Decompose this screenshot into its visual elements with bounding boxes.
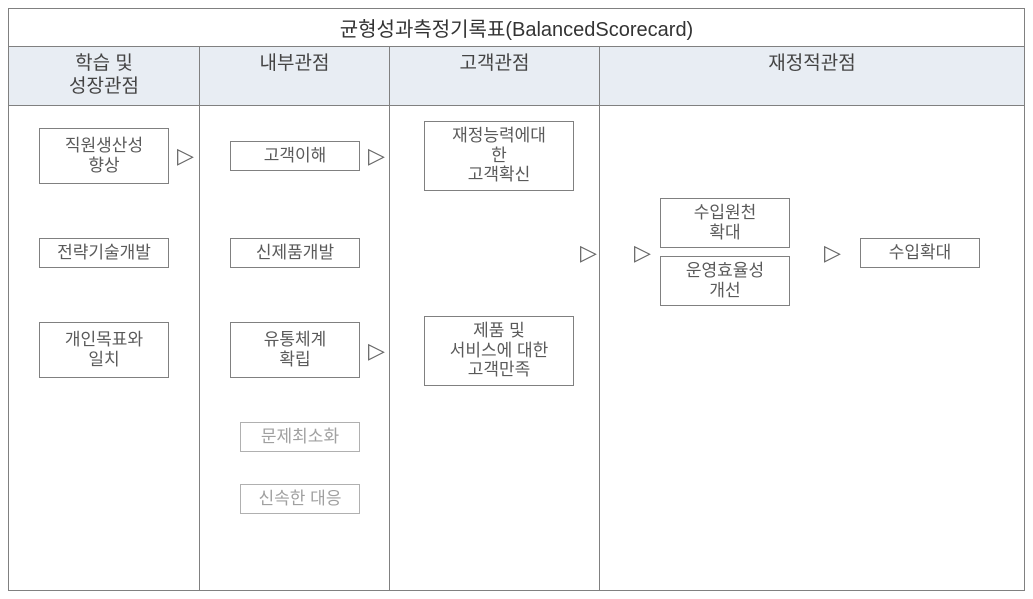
title: 균형성과측정기록표(BalancedScorecard) <box>9 9 1024 47</box>
bsc-box-b11: 신제품개발 <box>230 238 360 268</box>
arrow-a2: ▷ <box>368 340 385 362</box>
bsc-box-b01: 전략기술개발 <box>39 238 169 268</box>
bsc-box-b20: 재정능력에대한고객확신 <box>424 121 574 191</box>
bsc-box-b21: 제품 및서비스에 대한고객만족 <box>424 316 574 386</box>
col-internal: 고객이해신제품개발유통체계확립문제최소화신속한 대응 ▷ ▷ <box>199 106 389 590</box>
bsc-box-b02: 개인목표와일치 <box>39 322 169 378</box>
bsc-box-b31: 운영효율성개선 <box>660 256 790 306</box>
bsc-box-b10: 고객이해 <box>230 141 360 171</box>
arrow-a3: ▷ <box>580 242 597 264</box>
bsc-box-b32: 수입확대 <box>860 238 980 268</box>
bsc-box-b12: 유통체계확립 <box>230 322 360 378</box>
header-row: 학습 및성장관점 내부관점 고객관점 재정적관점 <box>9 47 1024 106</box>
col-customer: 재정능력에대한고객확신제품 및서비스에 대한고객만족 ▷ <box>389 106 599 590</box>
arrow-a4: ▷ <box>634 242 651 264</box>
bsc-box-b00: 직원생산성향상 <box>39 128 169 184</box>
col-financial: 수입원천확대운영효율성개선 수입확대 ▷ ▷ <box>599 106 1024 590</box>
arrow-a0: ▷ <box>177 145 194 167</box>
body-row: 직원생산성향상전략기술개발개인목표와일치 ▷ 고객이해신제품개발유통체계확립문제최… <box>9 106 1024 590</box>
bsc-box-b14: 신속한 대응 <box>240 484 360 514</box>
header-customer: 고객관점 <box>389 47 599 105</box>
arrow-a1: ▷ <box>368 145 385 167</box>
header-financial: 재정적관점 <box>599 47 1024 105</box>
bsc-box-b13: 문제최소화 <box>240 422 360 452</box>
arrow-a5: ▷ <box>824 242 841 264</box>
col-learning-growth: 직원생산성향상전략기술개발개인목표와일치 ▷ <box>9 106 199 590</box>
header-internal: 내부관점 <box>199 47 389 105</box>
bsc-box-b30: 수입원천확대 <box>660 198 790 248</box>
bsc-container: 균형성과측정기록표(BalancedScorecard) 학습 및성장관점 내부… <box>8 8 1025 591</box>
header-learning-growth: 학습 및성장관점 <box>9 47 199 105</box>
